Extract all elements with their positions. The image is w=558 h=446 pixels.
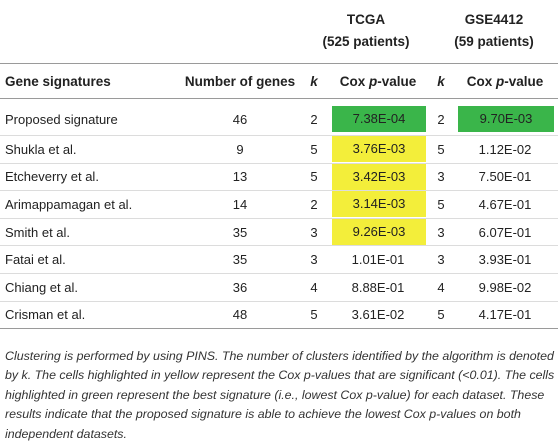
table-row: Proposed signature 46 2 7.38E-04 2 9.70E… [0, 98, 558, 136]
k-gse: 5 [430, 301, 452, 330]
number-of-genes: 13 [168, 163, 302, 192]
cox-tcga-value-significant: 3.42E-03 [332, 163, 426, 190]
k-gse: 3 [430, 245, 452, 274]
cox-tcga-cell: 3.42E-03 [326, 163, 430, 192]
table-row: Crisman et al. 48 5 3.61E-02 5 4.17E-01 [0, 301, 558, 330]
table-footnote: Clustering is performed by using PINS. T… [5, 349, 555, 441]
cox-tcga-value-significant: 3.14E-03 [332, 191, 426, 218]
k-tcga: 4 [302, 273, 326, 302]
cox-gse-value: 6.07E-01 [452, 218, 558, 247]
dataset-patients-row: (525 patients) (59 patients) [0, 31, 558, 64]
cox-gse-cell: 9.70E-03 [452, 98, 558, 136]
k-tcga: 5 [302, 301, 326, 330]
number-of-genes: 46 [168, 98, 302, 136]
cox-tcga-cell: 3.14E-03 [326, 190, 430, 219]
table-row: Fatai et al. 35 3 1.01E-01 3 3.93E-01 [0, 245, 558, 274]
k-tcga: 2 [302, 98, 326, 136]
cox-tcga-value-significant: 9.26E-03 [332, 219, 426, 246]
cox-gse-value-best: 9.70E-03 [458, 106, 555, 132]
cox-gse-value: 1.12E-02 [452, 135, 558, 164]
k-gse: 5 [430, 190, 452, 219]
header-cox-pvalue-gse: Cox p-value [452, 63, 558, 99]
number-of-genes: 9 [168, 135, 302, 164]
cox-tcga-cell: 3.76E-03 [326, 135, 430, 164]
signature-name: Smith et al. [0, 218, 168, 247]
k-tcga: 3 [302, 218, 326, 247]
cox-pvalue-table: TCGA GSE4412 (525 patients) (59 patients… [0, 0, 558, 330]
k-tcga: 2 [302, 190, 326, 219]
k-tcga: 3 [302, 245, 326, 274]
k-tcga: 5 [302, 135, 326, 164]
k-tcga: 5 [302, 163, 326, 192]
header-k-tcga: k [302, 63, 326, 99]
table-body: Proposed signature 46 2 7.38E-04 2 9.70E… [0, 98, 558, 330]
signature-name: Arimappamagan et al. [0, 190, 168, 219]
signature-name: Proposed signature [0, 98, 168, 136]
number-of-genes: 14 [168, 190, 302, 219]
gse-patient-count: (59 patients) [454, 34, 534, 49]
tcga-dataset-title: TCGA [346, 12, 386, 27]
header-gene-signatures: Gene signatures [0, 63, 168, 99]
cox-gse-value: 4.17E-01 [452, 301, 558, 330]
k-gse: 3 [430, 218, 452, 247]
table-row: Etcheverry et al. 13 5 3.42E-03 3 7.50E-… [0, 163, 558, 192]
signature-name: Etcheverry et al. [0, 163, 168, 192]
gse-dataset-title: GSE4412 [464, 12, 524, 27]
tcga-patient-count: (525 patients) [322, 34, 410, 49]
cox-tcga-cell: 9.26E-03 [326, 218, 430, 247]
results-table-container: TCGA GSE4412 (525 patients) (59 patients… [0, 0, 558, 330]
signature-name: Chiang et al. [0, 273, 168, 302]
number-of-genes: 35 [168, 245, 302, 274]
dataset-name-row: TCGA GSE4412 [0, 0, 558, 31]
header-number-of-genes: Number of genes [168, 63, 302, 99]
cox-tcga-value: 1.01E-01 [326, 245, 430, 274]
cox-tcga-value-significant: 3.76E-03 [332, 136, 426, 163]
cox-gse-value: 7.50E-01 [452, 163, 558, 192]
cox-tcga-cell: 7.38E-04 [326, 98, 430, 136]
cox-tcga-value: 8.88E-01 [326, 273, 430, 302]
cox-gse-value: 3.93E-01 [452, 245, 558, 274]
table-row: Chiang et al. 36 4 8.88E-01 4 9.98E-02 [0, 273, 558, 302]
cox-tcga-value-best: 7.38E-04 [332, 106, 426, 132]
k-gse: 3 [430, 163, 452, 192]
signature-name: Crisman et al. [0, 301, 168, 330]
table-row: Arimappamagan et al. 14 2 3.14E-03 5 4.6… [0, 190, 558, 219]
k-gse: 2 [430, 98, 452, 136]
number-of-genes: 48 [168, 301, 302, 330]
number-of-genes: 35 [168, 218, 302, 247]
table-row: Smith et al. 35 3 9.26E-03 3 6.07E-01 [0, 218, 558, 247]
cox-gse-value: 9.98E-02 [452, 273, 558, 302]
cox-tcga-value: 3.61E-02 [326, 301, 430, 330]
header-k-gse: k [430, 63, 452, 99]
column-header-row: Gene signatures Number of genes k Cox p-… [0, 63, 558, 99]
k-gse: 5 [430, 135, 452, 164]
number-of-genes: 36 [168, 273, 302, 302]
cox-gse-value: 4.67E-01 [452, 190, 558, 219]
header-cox-pvalue-tcga: Cox p-value [326, 63, 430, 99]
signature-name: Shukla et al. [0, 135, 168, 164]
signature-name: Fatai et al. [0, 245, 168, 274]
table-row: Shukla et al. 9 5 3.76E-03 5 1.12E-02 [0, 135, 558, 164]
k-gse: 4 [430, 273, 452, 302]
